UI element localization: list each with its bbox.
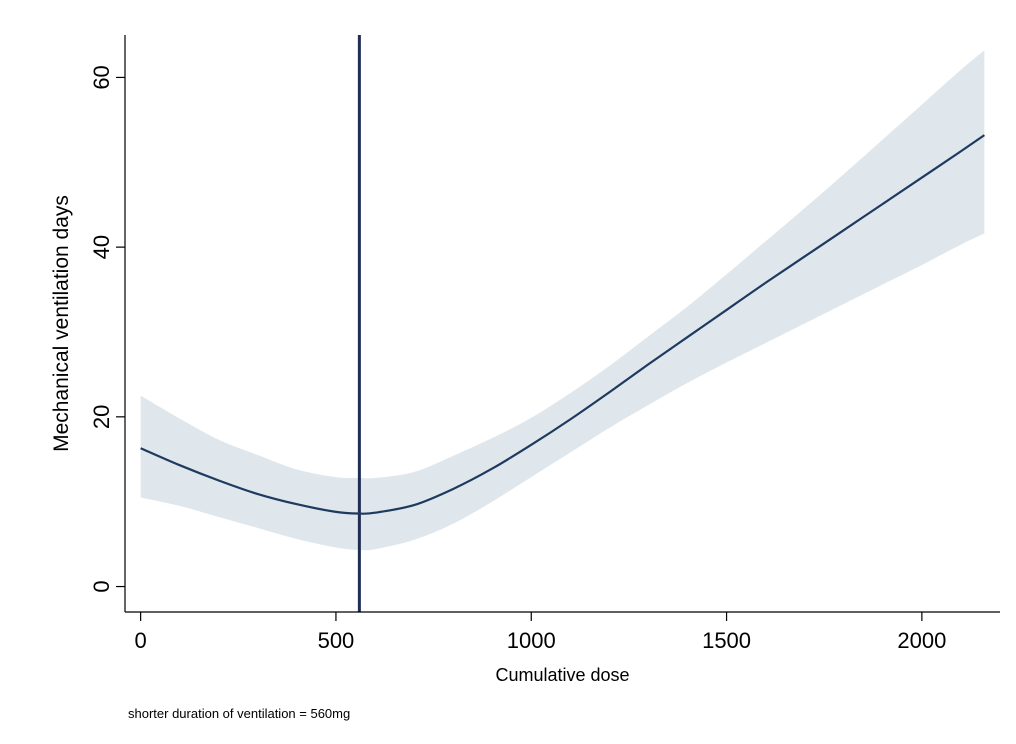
y-axis-title: Mechanical ventilation days xyxy=(50,195,73,452)
x-axis-title: Cumulative dose xyxy=(495,665,629,685)
series-line-layer xyxy=(140,134,986,515)
x-tick-label: 500 xyxy=(318,628,355,653)
chart-note: shorter duration of ventilation = 560mg xyxy=(128,706,350,721)
axes-layer: 0 500 1000 1500 2000 0 20 40 60 xyxy=(89,35,1000,653)
x-tick-label: 2000 xyxy=(897,628,946,653)
y-tick-label: 60 xyxy=(89,65,114,89)
confidence-band-layer xyxy=(140,50,985,551)
confidence-band xyxy=(140,50,985,551)
x-tick-label: 1000 xyxy=(507,628,556,653)
x-tick-label: 1500 xyxy=(702,628,751,653)
y-tick-label: 0 xyxy=(89,580,114,592)
x-tick-label: 0 xyxy=(135,628,147,653)
y-tick-label: 40 xyxy=(89,235,114,259)
y-tick-label: 20 xyxy=(89,405,114,429)
series-line xyxy=(140,134,986,515)
